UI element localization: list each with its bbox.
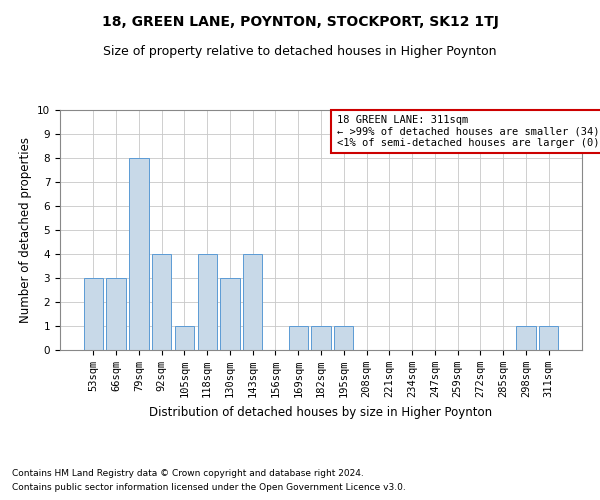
Bar: [539, 326, 558, 350]
Bar: [334, 326, 353, 350]
Bar: [152, 254, 172, 350]
Bar: [220, 278, 239, 350]
Text: 18 GREEN LANE: 311sqm
← >99% of detached houses are smaller (34)
<1% of semi-det: 18 GREEN LANE: 311sqm ← >99% of detached…: [337, 115, 600, 148]
Bar: [311, 326, 331, 350]
Bar: [243, 254, 262, 350]
Bar: [175, 326, 194, 350]
Text: Size of property relative to detached houses in Higher Poynton: Size of property relative to detached ho…: [103, 45, 497, 58]
Text: Contains HM Land Registry data © Crown copyright and database right 2024.: Contains HM Land Registry data © Crown c…: [12, 468, 364, 477]
Bar: [289, 326, 308, 350]
Y-axis label: Number of detached properties: Number of detached properties: [19, 137, 32, 323]
Text: 18, GREEN LANE, POYNTON, STOCKPORT, SK12 1TJ: 18, GREEN LANE, POYNTON, STOCKPORT, SK12…: [101, 15, 499, 29]
Bar: [129, 158, 149, 350]
X-axis label: Distribution of detached houses by size in Higher Poynton: Distribution of detached houses by size …: [149, 406, 493, 418]
Text: Contains public sector information licensed under the Open Government Licence v3: Contains public sector information licen…: [12, 484, 406, 492]
Bar: [106, 278, 126, 350]
Bar: [516, 326, 536, 350]
Bar: [84, 278, 103, 350]
Bar: [197, 254, 217, 350]
